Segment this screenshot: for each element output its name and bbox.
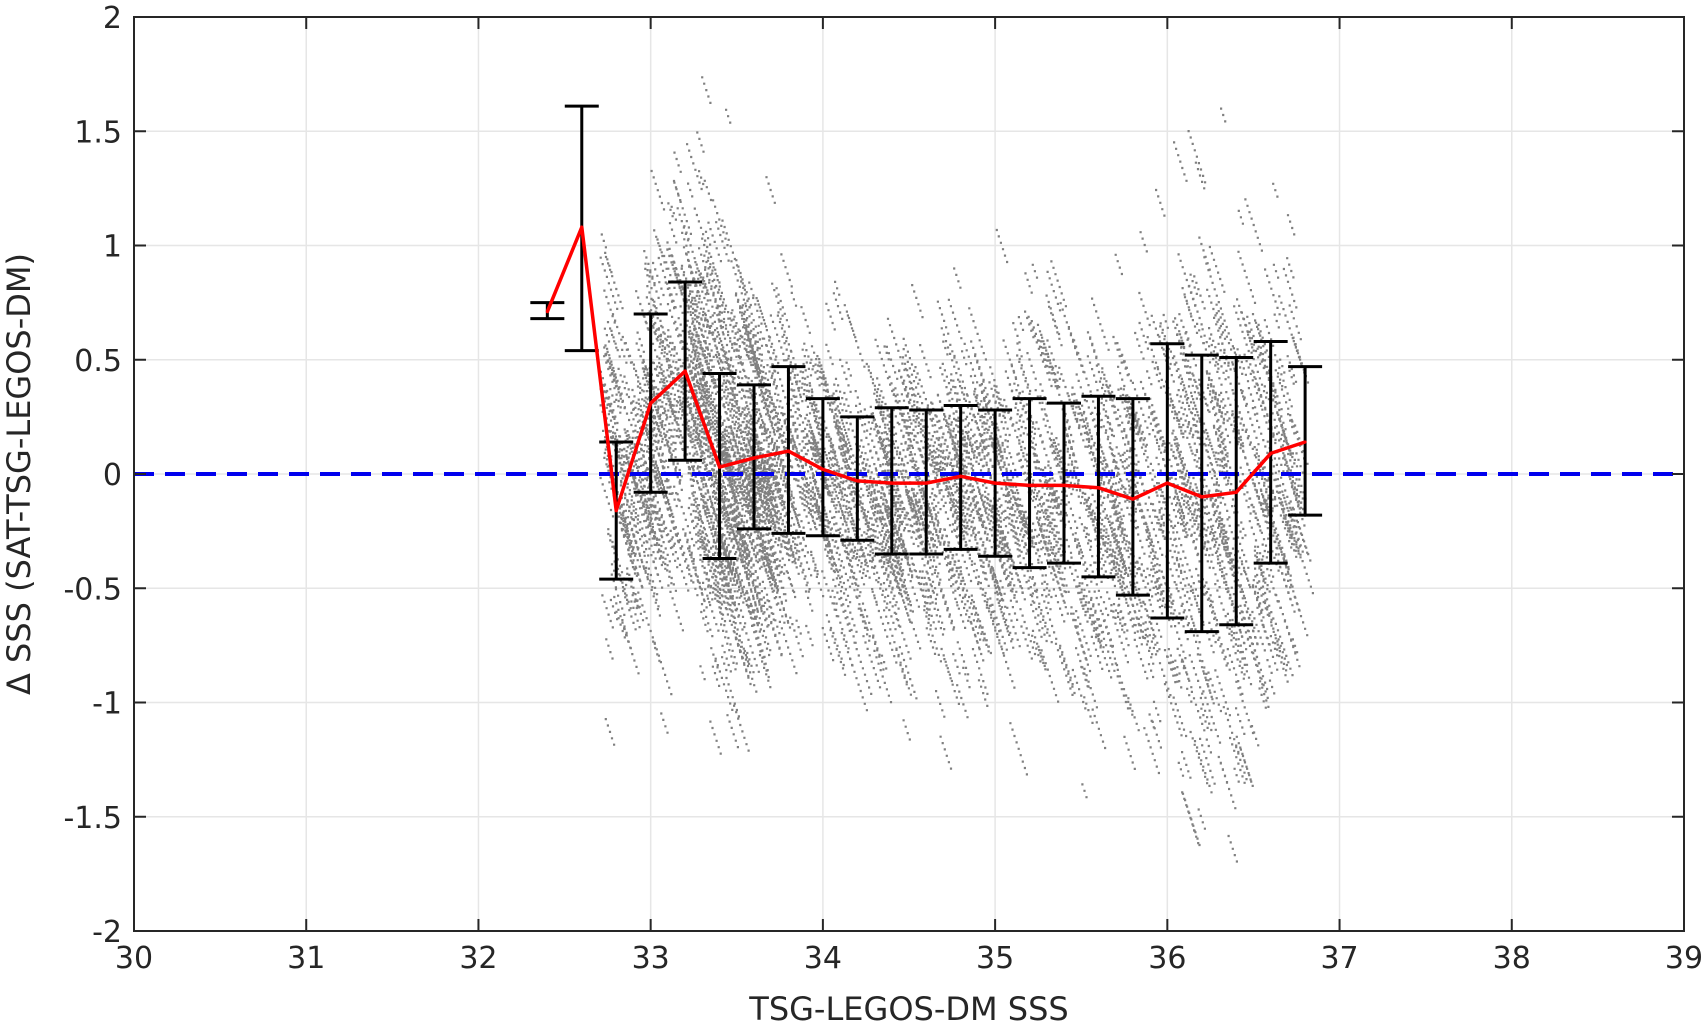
x-tick-label: 33 xyxy=(632,941,670,976)
y-tick-label: 0 xyxy=(103,458,122,493)
mean-point xyxy=(718,465,722,469)
x-tick-label: 38 xyxy=(1493,941,1531,976)
mean-line xyxy=(545,225,1307,513)
mean-point xyxy=(1096,486,1100,490)
y-tick-label: -1.5 xyxy=(63,801,122,836)
y-tick-label: -2 xyxy=(92,915,122,950)
errorbar xyxy=(1150,342,1185,620)
x-tick-label: 30 xyxy=(115,941,153,976)
error-bars xyxy=(530,104,1323,634)
mean-point xyxy=(890,481,894,485)
errorbar xyxy=(874,406,909,556)
mean-point xyxy=(1200,495,1204,499)
mean-point xyxy=(580,225,584,229)
x-axis-label: TSG-LEGOS-DM SSS xyxy=(748,990,1068,1028)
mean-point xyxy=(1269,451,1273,455)
x-tick-label: 31 xyxy=(287,941,325,976)
y-tick-label: -0.5 xyxy=(63,572,122,607)
y-tick-label: -1 xyxy=(92,687,122,722)
y-tick-label: 0.5 xyxy=(74,344,122,379)
scatter-points xyxy=(599,76,1314,863)
mean-point xyxy=(993,481,997,485)
errorbar xyxy=(1184,353,1219,634)
y-tick-label: 1.5 xyxy=(74,115,122,150)
mean-point xyxy=(752,456,756,460)
mean-point xyxy=(855,479,859,483)
mean-point xyxy=(1062,483,1066,487)
scatter-cloud xyxy=(599,76,1314,863)
mean-point xyxy=(683,369,687,373)
mean-point xyxy=(1303,440,1307,444)
mean-point xyxy=(1028,483,1032,487)
mean-point xyxy=(924,481,928,485)
mean-point xyxy=(959,474,963,478)
x-axis-ticks: 30 31 32 33 34 35 36 37 38 39 xyxy=(115,17,1703,976)
errorbar xyxy=(1115,397,1150,597)
mean-point xyxy=(821,467,825,471)
y-axis-ticks: -2 -1.5 -1 -0.5 0 0.5 1 1.5 2 xyxy=(63,1,1684,950)
mean-point xyxy=(1234,490,1238,494)
mean-point xyxy=(649,401,653,405)
y-tick-label: 2 xyxy=(103,1,122,36)
errorbar xyxy=(805,397,840,538)
errorbar xyxy=(840,415,875,542)
x-tick-label: 36 xyxy=(1148,941,1186,976)
mean-point xyxy=(1131,497,1135,501)
x-tick-label: 37 xyxy=(1320,941,1358,976)
mean-point xyxy=(545,310,549,314)
x-tick-label: 39 xyxy=(1665,941,1703,976)
errorbar xyxy=(1047,401,1081,565)
y-tick-label: 1 xyxy=(103,230,122,265)
mean-point xyxy=(614,509,618,513)
errorbar xyxy=(1012,397,1047,570)
mean-point xyxy=(1165,481,1169,485)
x-tick-label: 35 xyxy=(976,941,1014,976)
x-tick-label: 32 xyxy=(459,941,497,976)
x-tick-label: 34 xyxy=(804,941,842,976)
mean-point xyxy=(786,449,790,453)
y-axis-label: Δ SSS (SAT-TSG-LEGOS-DM) xyxy=(0,253,38,695)
